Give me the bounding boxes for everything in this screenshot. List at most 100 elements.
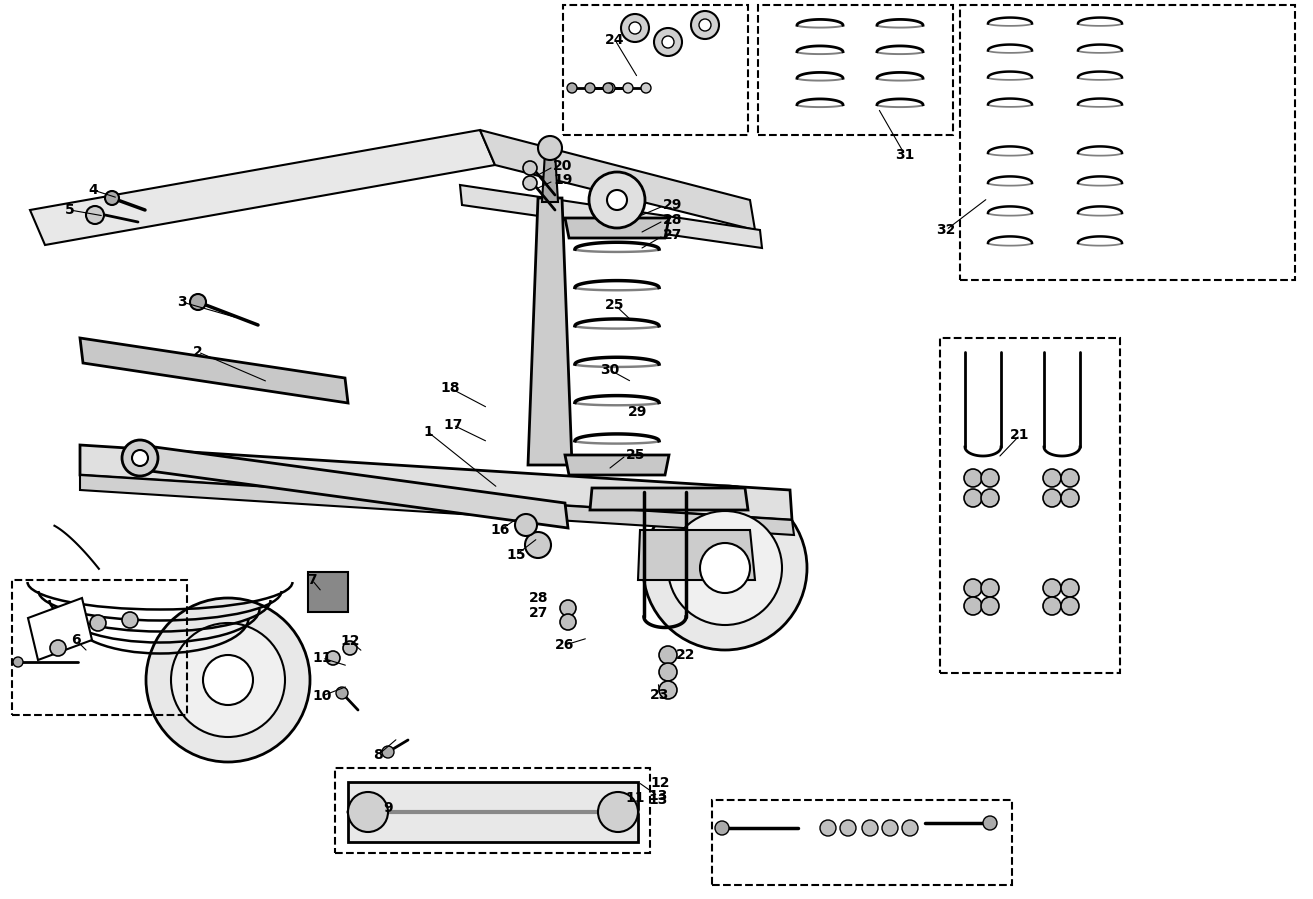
- Polygon shape: [565, 218, 670, 238]
- Bar: [335, 768, 650, 853]
- Circle shape: [700, 543, 750, 593]
- Text: 3: 3: [177, 295, 186, 309]
- Text: 28: 28: [663, 213, 683, 227]
- Circle shape: [629, 22, 641, 34]
- Circle shape: [122, 612, 138, 628]
- Circle shape: [382, 746, 394, 758]
- Circle shape: [983, 816, 997, 830]
- Polygon shape: [565, 455, 670, 475]
- Circle shape: [654, 28, 681, 56]
- Circle shape: [981, 469, 999, 487]
- Circle shape: [981, 489, 999, 507]
- Text: 15: 15: [507, 548, 525, 562]
- Text: 2: 2: [193, 345, 204, 359]
- Polygon shape: [638, 530, 755, 580]
- Bar: [563, 5, 748, 135]
- Circle shape: [561, 600, 576, 616]
- Circle shape: [1043, 489, 1061, 507]
- Polygon shape: [528, 198, 572, 465]
- Text: 16: 16: [490, 523, 509, 537]
- Text: 18: 18: [440, 381, 460, 395]
- Text: 6: 6: [71, 633, 81, 647]
- Text: 12: 12: [340, 634, 360, 648]
- Circle shape: [659, 663, 678, 681]
- Text: 27: 27: [529, 606, 548, 620]
- Circle shape: [597, 792, 638, 832]
- Circle shape: [605, 83, 614, 93]
- Circle shape: [699, 19, 712, 31]
- Text: 23: 23: [650, 688, 670, 702]
- Circle shape: [641, 83, 651, 93]
- Circle shape: [146, 598, 310, 762]
- Polygon shape: [309, 572, 348, 612]
- Circle shape: [1061, 489, 1079, 507]
- Text: 22: 22: [676, 648, 696, 662]
- Circle shape: [538, 136, 562, 160]
- Bar: [940, 338, 1120, 673]
- Polygon shape: [348, 782, 638, 842]
- Text: 13: 13: [649, 789, 668, 803]
- Text: 20: 20: [553, 159, 572, 173]
- Text: 17: 17: [444, 418, 462, 432]
- Text: 7: 7: [307, 573, 316, 587]
- Circle shape: [50, 640, 66, 656]
- Circle shape: [981, 579, 999, 597]
- Polygon shape: [80, 445, 792, 520]
- Text: 29: 29: [663, 198, 683, 212]
- Text: 12: 12: [650, 776, 670, 790]
- Text: 24: 24: [605, 33, 625, 47]
- Bar: [12, 580, 186, 715]
- Circle shape: [902, 820, 918, 836]
- Circle shape: [603, 83, 613, 93]
- Circle shape: [171, 623, 285, 737]
- Polygon shape: [30, 130, 495, 245]
- Circle shape: [1043, 597, 1061, 615]
- Circle shape: [336, 687, 348, 699]
- Circle shape: [863, 820, 878, 836]
- Text: 31: 31: [895, 148, 915, 162]
- Text: 30: 30: [600, 363, 620, 377]
- Bar: [960, 5, 1295, 280]
- Circle shape: [622, 83, 633, 93]
- Circle shape: [13, 657, 24, 667]
- Circle shape: [590, 172, 645, 228]
- Circle shape: [716, 821, 729, 835]
- Polygon shape: [28, 598, 92, 660]
- Circle shape: [964, 597, 982, 615]
- Circle shape: [691, 11, 720, 39]
- Circle shape: [523, 176, 537, 190]
- Circle shape: [525, 532, 551, 558]
- Circle shape: [668, 511, 783, 625]
- Text: 13: 13: [649, 793, 668, 807]
- Circle shape: [821, 820, 836, 836]
- Circle shape: [621, 14, 649, 42]
- Text: 25: 25: [605, 298, 625, 312]
- Polygon shape: [140, 445, 569, 528]
- Circle shape: [882, 820, 898, 836]
- Circle shape: [1043, 579, 1061, 597]
- Circle shape: [190, 294, 206, 310]
- Text: 11: 11: [312, 651, 332, 665]
- Circle shape: [326, 651, 340, 665]
- Circle shape: [1043, 469, 1061, 487]
- Circle shape: [659, 681, 678, 699]
- Text: 9: 9: [383, 801, 393, 815]
- Circle shape: [840, 820, 856, 836]
- Polygon shape: [481, 130, 755, 230]
- Polygon shape: [80, 338, 348, 403]
- Circle shape: [607, 190, 628, 210]
- Circle shape: [662, 36, 674, 48]
- Circle shape: [659, 646, 678, 664]
- Circle shape: [515, 514, 537, 536]
- Circle shape: [586, 83, 595, 93]
- Bar: [758, 5, 953, 135]
- Text: 1: 1: [423, 425, 433, 439]
- Polygon shape: [590, 488, 748, 510]
- Polygon shape: [460, 185, 762, 248]
- Circle shape: [964, 469, 982, 487]
- Circle shape: [567, 83, 576, 93]
- Text: 10: 10: [312, 689, 332, 703]
- Bar: [712, 800, 1012, 885]
- Circle shape: [204, 655, 253, 705]
- Circle shape: [981, 597, 999, 615]
